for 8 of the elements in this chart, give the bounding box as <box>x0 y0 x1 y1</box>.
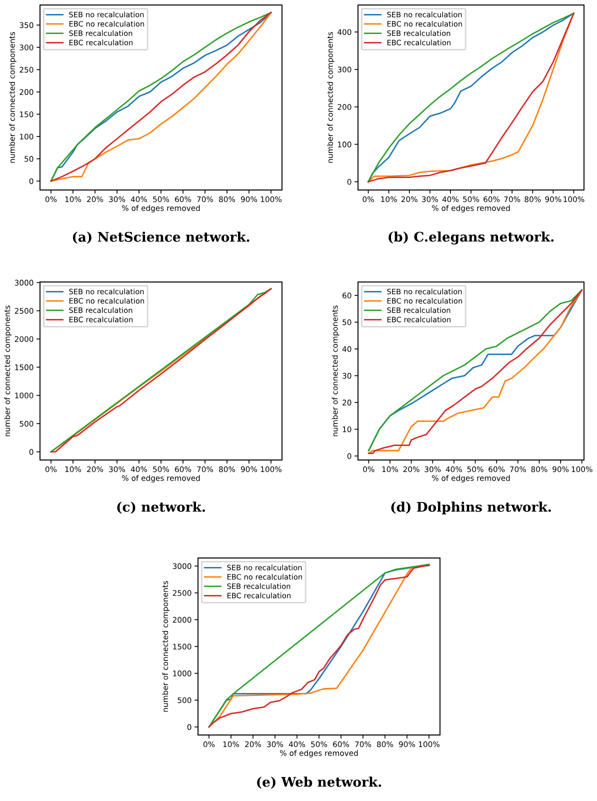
text: (c) network. <box>117 502 205 514</box>
text: (e) Web network. <box>257 776 382 789</box>
text: (b) C.elegans network. <box>388 232 554 244</box>
line-series <box>50 288 272 453</box>
line-series <box>368 12 574 182</box>
text: (a) NetScience network. <box>72 232 250 244</box>
line-series <box>50 12 272 182</box>
text: (d) Dolphins network. <box>391 502 551 514</box>
